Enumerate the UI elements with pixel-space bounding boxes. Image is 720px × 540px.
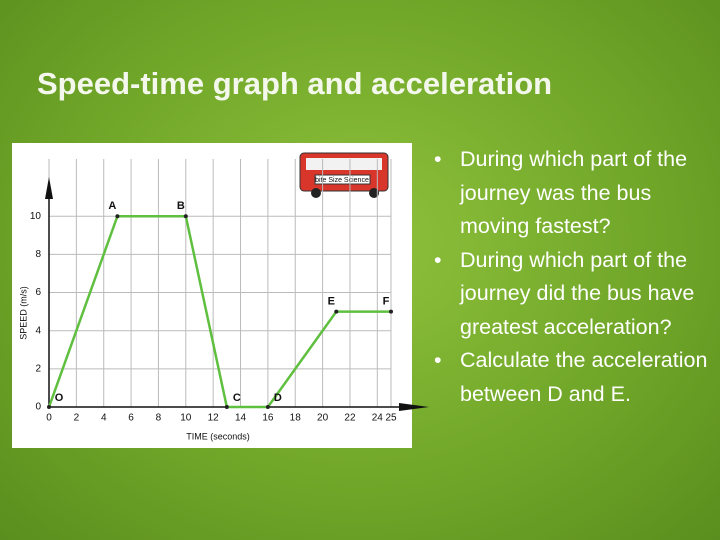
y-tick-label: 4 [35, 325, 41, 336]
x-tick-label: 16 [262, 413, 274, 424]
bullet: During which part of the journey did the… [430, 244, 712, 345]
bus-wheel [311, 188, 321, 198]
y-tick-label: 10 [30, 211, 42, 222]
bullet-list: During which part of the journey was the… [430, 143, 712, 411]
slide-title: Speed-time graph and acceleration [37, 66, 553, 101]
point [47, 405, 51, 409]
point [183, 214, 188, 219]
x-tick-label: 6 [128, 413, 134, 424]
point-label: B [177, 200, 185, 212]
x-tick-label: 18 [290, 413, 302, 424]
bus-wheel [369, 188, 379, 198]
chart-panel [12, 143, 412, 448]
x-tick-label: 22 [344, 413, 356, 424]
x-tick-label: 4 [101, 413, 107, 424]
x-tick-label: 2 [74, 413, 80, 424]
bus-label: bite Size Science [315, 177, 369, 184]
y-tick-label: 2 [35, 363, 41, 374]
x-axis-label: TIME (seconds) [186, 431, 250, 441]
y-tick-label: 8 [35, 249, 41, 260]
x-tick-label: 24 [372, 413, 384, 424]
y-axis-arrow [45, 177, 53, 199]
bus: bite Size Science [299, 152, 389, 198]
point-label: D [274, 392, 282, 404]
bullet: During which part of the journey was the… [430, 143, 712, 244]
y-tick-label: 0 [35, 402, 41, 413]
point-label: C [233, 392, 241, 404]
y-tick-label: 6 [35, 287, 41, 298]
point [389, 309, 393, 314]
x-tick-label: 12 [208, 413, 220, 424]
point [334, 309, 339, 314]
y-axis-label: SPEED (m/s) [18, 286, 28, 340]
x-tick-label: 10 [180, 413, 192, 424]
point [224, 405, 229, 409]
x-tick-label: 25 [385, 413, 397, 424]
x-tick-label: 14 [235, 413, 247, 424]
x-tick-label: 8 [156, 413, 162, 424]
bullet: Calculate the acceleration between D and… [430, 344, 712, 411]
x-tick-label: 0 [46, 413, 52, 424]
point-label: A [108, 200, 116, 212]
point [115, 214, 120, 219]
point-label: O [55, 392, 64, 404]
point [265, 405, 270, 409]
bus-sign [314, 174, 371, 185]
point-label: F [383, 296, 390, 308]
bus-windows [306, 158, 382, 170]
x-tick-label: 20 [317, 413, 329, 424]
x-axis-arrow [399, 403, 429, 411]
point-label: E [328, 296, 335, 308]
